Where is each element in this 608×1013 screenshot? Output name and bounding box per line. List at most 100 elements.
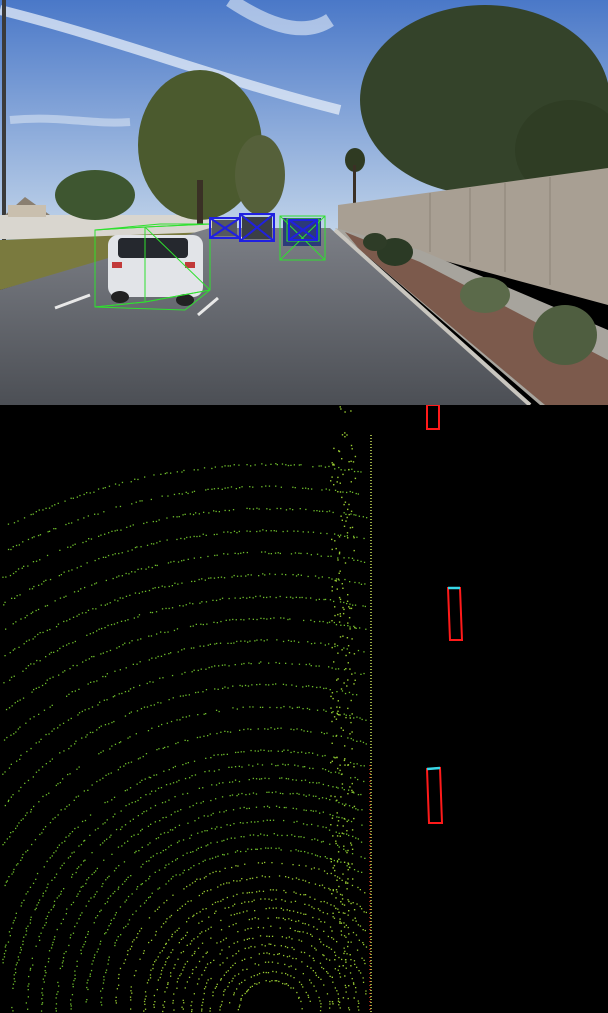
lidar-point bbox=[307, 994, 309, 996]
lidar-point bbox=[284, 900, 286, 902]
lidar-point bbox=[189, 806, 191, 808]
lidar-point bbox=[223, 553, 225, 555]
lidar-point bbox=[278, 953, 280, 955]
lidar-point bbox=[285, 574, 287, 576]
lidar-point bbox=[131, 945, 133, 948]
lidar-point bbox=[62, 645, 64, 647]
lidar-point bbox=[361, 718, 363, 721]
lidar-point bbox=[257, 763, 259, 765]
lidar-point bbox=[303, 730, 305, 732]
lidar-point bbox=[77, 826, 79, 828]
lidar-point bbox=[312, 970, 314, 972]
lidar-point bbox=[359, 925, 362, 927]
lidar-point bbox=[204, 830, 206, 832]
lidar-point bbox=[332, 814, 334, 817]
lidar-point bbox=[333, 864, 336, 867]
lidar-point bbox=[54, 876, 56, 879]
lidar-point bbox=[267, 728, 269, 730]
lidar-point bbox=[333, 716, 336, 718]
lidar-point bbox=[25, 722, 27, 724]
lidar-point bbox=[227, 731, 229, 733]
lidar-point bbox=[228, 946, 230, 948]
lidar-point bbox=[241, 766, 243, 768]
lidar-point bbox=[337, 700, 339, 702]
lidar-point bbox=[124, 880, 126, 883]
lidar-point bbox=[315, 665, 317, 667]
lidar-point bbox=[269, 706, 271, 709]
lidar-point bbox=[39, 632, 41, 634]
lidar-point bbox=[346, 516, 348, 519]
lidar-point bbox=[178, 927, 180, 929]
lidar-point bbox=[42, 994, 44, 996]
lidar-point bbox=[252, 765, 254, 767]
cloud bbox=[9, 114, 131, 127]
lidar-point bbox=[349, 972, 352, 974]
lidar-point bbox=[137, 933, 139, 935]
lidar-point bbox=[216, 642, 218, 645]
lidar-point bbox=[339, 972, 341, 975]
lidar-point bbox=[333, 917, 336, 919]
lidar-point bbox=[154, 934, 157, 936]
lidar-point bbox=[42, 927, 44, 929]
lidar-point bbox=[320, 555, 322, 557]
lidar-point bbox=[72, 616, 75, 618]
lidar-point bbox=[236, 575, 239, 577]
lidar-point bbox=[5, 944, 7, 946]
lidar-point bbox=[316, 782, 318, 784]
lidar-point bbox=[243, 836, 245, 838]
lidar-point bbox=[108, 956, 110, 958]
lidar-point bbox=[361, 824, 363, 826]
lidar-point bbox=[125, 878, 128, 881]
lidar-point bbox=[121, 575, 123, 577]
lidar-point bbox=[19, 699, 21, 701]
lidar-point bbox=[29, 919, 32, 921]
lidar-point bbox=[148, 589, 151, 592]
lidar-point bbox=[323, 709, 325, 711]
lidar-point bbox=[74, 743, 76, 745]
lidar-point bbox=[233, 992, 235, 994]
lidar-point bbox=[339, 922, 341, 924]
lidar-point bbox=[85, 882, 87, 885]
lidar-point bbox=[338, 450, 341, 453]
tree bbox=[235, 135, 285, 215]
lidar-point bbox=[337, 998, 340, 1000]
lidar-point bbox=[189, 602, 191, 604]
lidar-point bbox=[56, 928, 58, 931]
lidar-point bbox=[170, 652, 172, 654]
lidar-point bbox=[59, 782, 61, 784]
lidar-point bbox=[353, 869, 356, 871]
lidar-point bbox=[342, 965, 344, 967]
lidar-point bbox=[356, 763, 358, 765]
lidar-point bbox=[90, 897, 92, 899]
lidar-point bbox=[203, 890, 205, 893]
lidar-point bbox=[343, 713, 345, 715]
lidar-point bbox=[283, 806, 285, 809]
lidar-point bbox=[61, 965, 64, 967]
lidar-point bbox=[49, 706, 51, 708]
lidar-point bbox=[215, 798, 217, 800]
lidar-point bbox=[191, 1009, 193, 1011]
lidar-point bbox=[219, 1006, 221, 1008]
lidar-point bbox=[262, 890, 265, 892]
lidar-point bbox=[343, 947, 345, 949]
lidar-point bbox=[241, 981, 243, 984]
lidar-point bbox=[331, 548, 333, 551]
lidar-point bbox=[258, 575, 260, 577]
lidar-point bbox=[59, 752, 61, 754]
lidar-point bbox=[275, 907, 277, 909]
lidar-point bbox=[214, 901, 217, 904]
lidar-point bbox=[275, 463, 277, 465]
lidar-point bbox=[357, 870, 359, 873]
lidar-point bbox=[200, 802, 202, 804]
lidar-point bbox=[242, 706, 244, 708]
lidar-point bbox=[184, 903, 187, 905]
lidar-point bbox=[337, 851, 340, 853]
lidar-point bbox=[351, 978, 353, 980]
lidar-point bbox=[88, 538, 90, 540]
lidar-point bbox=[319, 812, 321, 814]
lidar-point bbox=[257, 926, 259, 929]
lidar-point bbox=[182, 999, 184, 1001]
lidar-point bbox=[205, 601, 208, 603]
lidar-point bbox=[202, 623, 204, 626]
lidar-point bbox=[48, 950, 51, 952]
